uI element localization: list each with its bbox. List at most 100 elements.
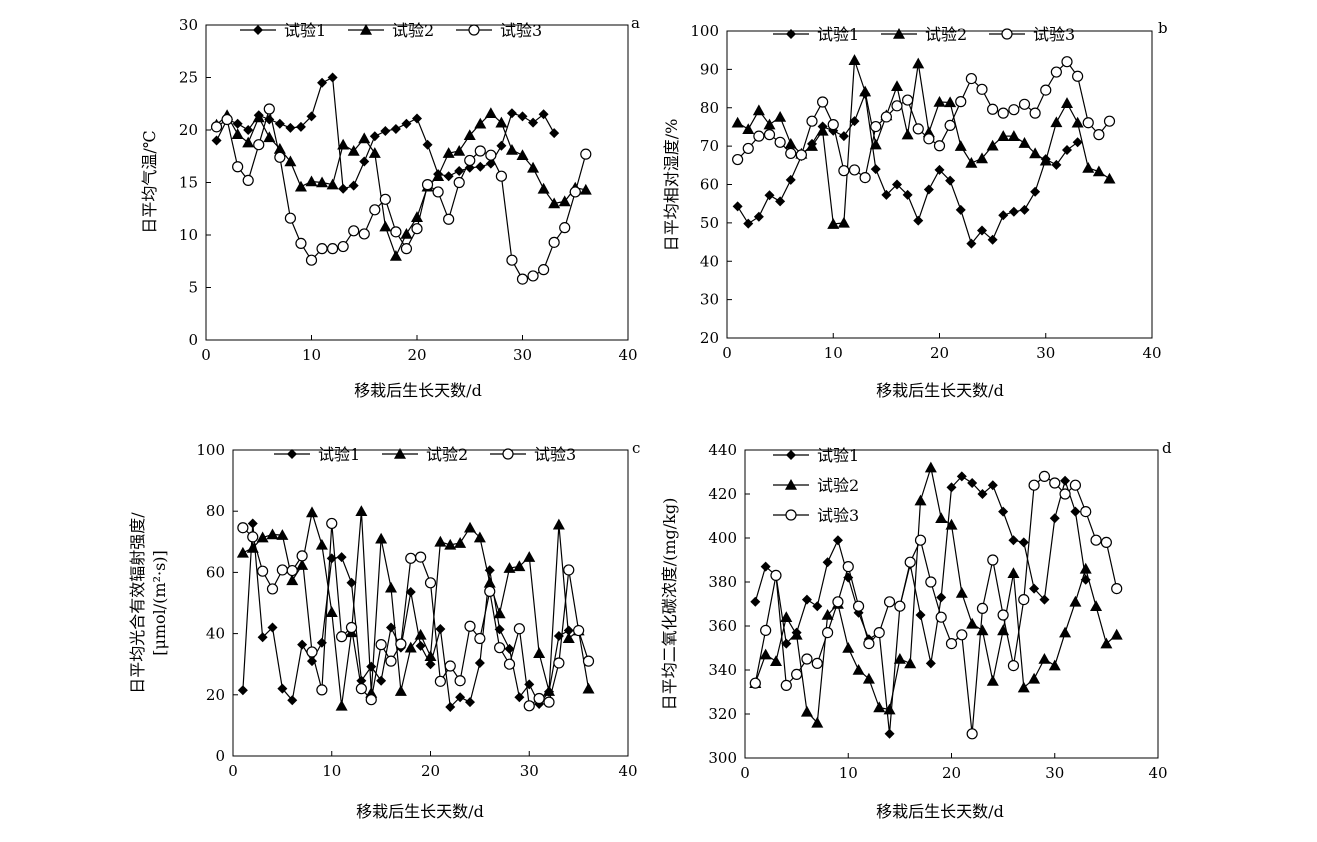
data-point xyxy=(880,111,892,123)
data-point xyxy=(286,564,298,577)
data-point xyxy=(1072,70,1084,82)
data-point xyxy=(503,658,516,670)
data-point xyxy=(1039,154,1052,166)
data-point xyxy=(411,223,423,235)
data-point xyxy=(732,153,744,166)
data-point xyxy=(549,128,560,139)
legend-label: 试验1 xyxy=(284,21,326,40)
data-point xyxy=(1049,513,1060,524)
chart-panel-c: 0 20 40 60 80 100 0 10 20 30 40 移栽后生长天数/d 日平均光合有效辐射强… xyxy=(128,439,640,821)
data-point xyxy=(791,668,803,681)
data-point xyxy=(297,639,308,650)
data-point xyxy=(1008,206,1019,217)
data-point xyxy=(1082,117,1094,129)
data-point xyxy=(902,189,913,200)
data-point xyxy=(945,637,958,650)
data-point xyxy=(750,596,761,607)
plot-frame xyxy=(205,24,629,341)
data-point xyxy=(955,587,968,598)
x-tick-label: 40 xyxy=(1142,344,1161,362)
y-tick-label: 20 xyxy=(700,329,719,347)
data-point xyxy=(966,617,979,629)
y-axis-title-line: [μmol/(m²·s)] xyxy=(150,550,169,656)
y-axis-title-line: 日平均相对湿度/% xyxy=(662,119,681,252)
data-point xyxy=(306,506,318,518)
data-point xyxy=(955,204,966,215)
data-point xyxy=(1079,562,1092,574)
data-point xyxy=(405,552,417,564)
data-point xyxy=(368,147,381,158)
data-point xyxy=(538,109,549,120)
data-point xyxy=(533,647,546,658)
data-point xyxy=(904,556,916,568)
data-point xyxy=(780,611,793,622)
data-point xyxy=(347,145,360,156)
data-point xyxy=(337,138,350,150)
data-point xyxy=(242,174,254,186)
data-point xyxy=(505,143,518,155)
data-point xyxy=(1080,506,1092,518)
data-point xyxy=(977,489,988,499)
data-point xyxy=(912,123,924,135)
legend-marker xyxy=(786,450,796,460)
x-axis-title: 移栽后生长天数/d xyxy=(876,802,1004,821)
data-point xyxy=(785,174,796,185)
data-point xyxy=(404,641,417,653)
data-point xyxy=(232,161,244,173)
y-tick-label: 60 xyxy=(206,563,225,581)
data-point xyxy=(1007,659,1020,672)
data-point xyxy=(553,657,565,669)
legend-label: 试验3 xyxy=(500,21,542,40)
data-point xyxy=(966,728,978,740)
data-point xyxy=(356,675,367,686)
data-point xyxy=(495,116,508,128)
data-point xyxy=(484,107,497,118)
data-point xyxy=(884,728,895,739)
data-point xyxy=(832,535,843,546)
data-point xyxy=(503,562,516,573)
x-tick-label: 30 xyxy=(1045,764,1064,782)
legend-marker xyxy=(287,449,297,459)
panel-letter: a xyxy=(631,14,640,32)
data-point xyxy=(753,211,764,222)
data-point xyxy=(904,657,917,669)
data-point xyxy=(912,57,925,69)
data-point xyxy=(801,653,813,665)
legend-marker xyxy=(785,509,797,521)
series-line xyxy=(242,523,570,709)
data-point xyxy=(1029,147,1042,159)
data-point xyxy=(237,685,248,696)
data-point xyxy=(424,650,437,662)
data-point xyxy=(415,640,426,651)
data-point xyxy=(945,518,958,530)
y-axis-title: 日平均光合有效辐射强度/[μmol/(m²·s)] xyxy=(128,512,169,694)
data-point xyxy=(263,131,276,143)
y-tick-label: 15 xyxy=(179,174,198,192)
data-point xyxy=(1071,116,1084,128)
data-point xyxy=(891,100,903,112)
data-point xyxy=(516,149,529,160)
data-point xyxy=(997,130,1010,141)
data-point xyxy=(848,164,861,176)
data-point xyxy=(454,537,467,548)
data-point xyxy=(345,621,358,634)
data-point xyxy=(257,565,269,577)
data-point xyxy=(753,130,765,142)
data-point xyxy=(1060,475,1071,486)
y-tick-label: 320 xyxy=(708,705,737,723)
data-point xyxy=(537,182,550,194)
data-point xyxy=(305,254,318,266)
data-point xyxy=(742,123,755,135)
data-point xyxy=(475,161,486,172)
data-point xyxy=(453,145,466,156)
data-point xyxy=(944,96,957,108)
data-point xyxy=(263,103,275,115)
data-point xyxy=(1072,137,1083,148)
data-point xyxy=(1110,628,1123,640)
y-axis-title: 日平均气温/℃ xyxy=(140,130,159,233)
data-point xyxy=(580,148,592,160)
legend-label: 试验2 xyxy=(817,476,859,495)
data-point xyxy=(870,164,881,175)
data-point xyxy=(210,121,223,133)
